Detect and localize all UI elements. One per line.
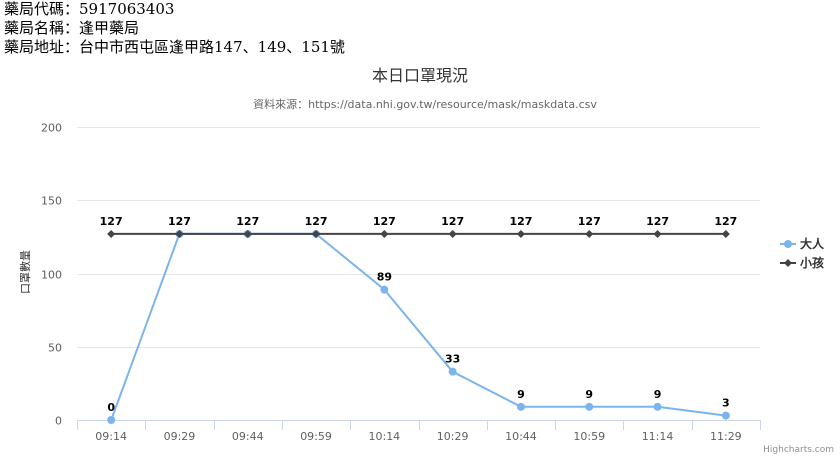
pharmacy-code-row: 藥局代碼：5917063403 — [4, 0, 345, 19]
data-point — [380, 229, 389, 238]
y-tick-label: 200 — [41, 122, 62, 135]
pharmacy-address: 台中市西屯區逢甲路147、149、151號 — [79, 38, 345, 56]
y-tick-label: 0 — [55, 415, 62, 428]
pharmacy-info: 藥局代碼：5917063403 藥局名稱：逢甲藥局 藥局地址：台中市西屯區逢甲路… — [4, 0, 345, 57]
data-label: 9 — [585, 388, 593, 401]
data-point — [380, 285, 389, 294]
x-tick-label: 09:44 — [232, 430, 264, 443]
legend-label: 小孩 — [800, 255, 824, 270]
series-group — [107, 229, 730, 424]
x-tick-label: 09:14 — [95, 430, 127, 443]
data-point — [175, 229, 184, 238]
grid-lines — [77, 127, 760, 421]
data-label: 9 — [517, 388, 525, 401]
legend-label: 大人 — [800, 236, 825, 251]
series-line — [110, 232, 727, 421]
data-label: 127 — [646, 215, 669, 228]
data-label: 127 — [578, 215, 601, 228]
pharmacy-code-label: 藥局代碼： — [4, 0, 80, 18]
data-point — [448, 229, 457, 238]
x-tick-label: 10:59 — [573, 430, 605, 443]
y-tick-label: 150 — [41, 195, 62, 208]
data-point — [585, 402, 594, 411]
data-point — [243, 229, 252, 238]
pharmacy-code: 5917063403 — [79, 0, 175, 18]
data-point — [653, 402, 662, 411]
data-point — [721, 229, 730, 238]
data-label: 0 — [107, 401, 115, 414]
pharmacy-name-label: 藥局名稱： — [4, 19, 80, 37]
data-label: 127 — [441, 215, 464, 228]
x-tick-label: 10:44 — [505, 430, 537, 443]
pharmacy-name: 逢甲藥局 — [79, 19, 140, 37]
data-point — [516, 402, 525, 411]
legend-symbol-marker — [784, 240, 792, 248]
data-point — [107, 229, 116, 238]
y-tick-label: 50 — [48, 342, 62, 355]
data-label: 9 — [654, 388, 662, 401]
pharmacy-address-label: 藥局地址： — [4, 38, 80, 56]
data-point — [312, 229, 321, 238]
data-label: 127 — [305, 215, 328, 228]
x-tick-label: 09:59 — [300, 430, 332, 443]
pharmacy-name-row: 藥局名稱：逢甲藥局 — [4, 19, 345, 38]
data-label: 127 — [509, 215, 532, 228]
data-label: 127 — [373, 215, 396, 228]
data-label: 33 — [445, 353, 460, 366]
x-tick-label: 10:14 — [368, 430, 400, 443]
data-point — [516, 229, 525, 238]
data-point — [448, 367, 457, 376]
data-label: 127 — [168, 215, 191, 228]
data-label: 3 — [722, 397, 730, 410]
x-tick-label: 11:29 — [710, 430, 742, 443]
legend-symbol-marker — [784, 259, 792, 267]
data-point — [585, 229, 594, 238]
credits-link[interactable]: Highcharts.com — [763, 445, 834, 455]
legend-item-adult[interactable]: 大人 — [780, 236, 825, 251]
series-adult — [107, 229, 730, 424]
data-label: 127 — [714, 215, 737, 228]
chart-subtitle: 資料來源：https://data.nhi.gov.tw/resource/ma… — [253, 97, 597, 111]
x-tick-label: 11:14 — [642, 430, 674, 443]
data-point — [107, 416, 116, 424]
pharmacy-address-row: 藥局地址：台中市西屯區逢甲路147、149、151號 — [4, 38, 345, 57]
data-label: 127 — [100, 215, 123, 228]
series-child — [107, 229, 730, 238]
data-label: 127 — [236, 215, 259, 228]
data-point — [721, 411, 730, 420]
y-tick-label: 100 — [41, 269, 62, 282]
x-tick-label: 10:29 — [437, 430, 469, 443]
chart-title: 本日口罩現況 — [372, 66, 468, 85]
legend-item-child[interactable]: 小孩 — [780, 255, 824, 270]
y-axis-ticks: 0 50 100 150 200 — [41, 122, 62, 428]
data-label: 89 — [377, 271, 392, 284]
x-tick-label: 09:29 — [164, 430, 196, 443]
x-axis-ticks: 09:14 09:29 09:44 09:59 10:14 10:29 10:44 10:59… — [77, 420, 761, 443]
data-labels: 0 89 33 9 9 9 3 127 127 127 127 127 127 127 127 127 127 — [100, 215, 738, 414]
y-axis-title: 口罩數量 — [19, 250, 32, 294]
data-point — [653, 229, 662, 238]
